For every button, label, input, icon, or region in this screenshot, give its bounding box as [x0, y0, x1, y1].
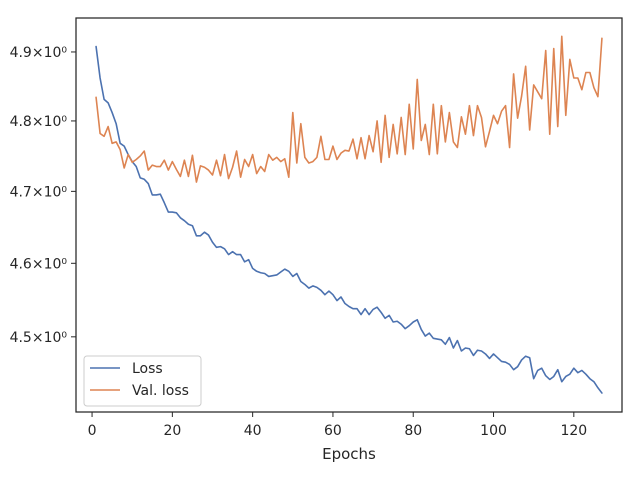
plot-area [76, 18, 622, 412]
x-tick-label: 60 [324, 423, 342, 439]
x-tick-label: 80 [404, 423, 422, 439]
y-tick-label: 4.8×10⁰ [10, 114, 68, 130]
x-axis: 0 20 40 60 80 100 120 [88, 412, 587, 439]
y-tick-label: 4.5×10⁰ [10, 330, 68, 346]
series-line-loss [95, 45, 603, 394]
x-tick-label: 100 [480, 423, 507, 439]
y-tick-label: 4.7×10⁰ [10, 184, 68, 200]
legend: Loss Val. loss [83, 355, 202, 407]
plot-frame [75, 17, 623, 413]
x-tick-label: 40 [244, 423, 262, 439]
legend-label-val-loss: Val. loss [132, 383, 189, 399]
series-line-val-loss [95, 35, 603, 183]
legend-label-loss: Loss [132, 361, 163, 377]
series-layer [95, 35, 603, 394]
x-axis-label: Epochs [322, 445, 376, 463]
x-tick-label: 120 [560, 423, 587, 439]
y-tick-label: 4.9×10⁰ [10, 45, 68, 61]
x-tick-label: 0 [88, 423, 97, 439]
y-tick-label: 4.6×10⁰ [10, 256, 68, 272]
y-axis: 4.5×10⁰ 4.6×10⁰ 4.7×10⁰ 4.8×10⁰ 4.9×10⁰ [10, 45, 76, 346]
x-tick-label: 20 [163, 423, 181, 439]
